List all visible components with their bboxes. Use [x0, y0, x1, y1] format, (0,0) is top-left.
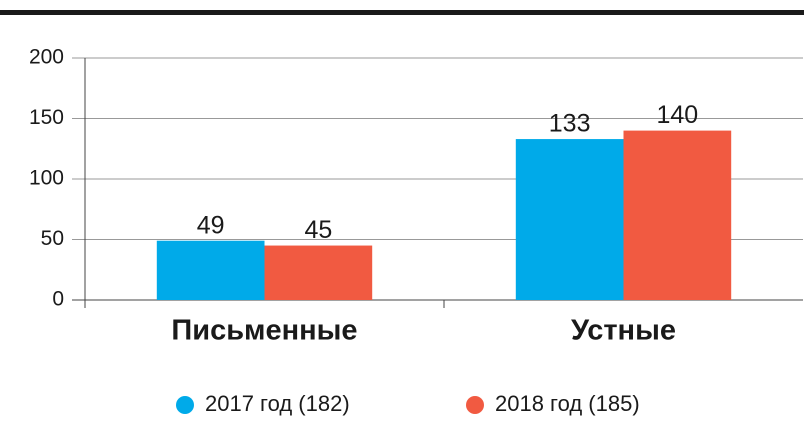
data-label: 45 — [304, 216, 332, 244]
data-label: 49 — [197, 211, 225, 239]
data-label: 140 — [656, 101, 698, 129]
bar — [264, 245, 373, 300]
legend-swatch — [176, 396, 194, 414]
x-tick-label: Устные — [571, 315, 676, 347]
y-tick-label: 50 — [41, 227, 64, 250]
y-tick-label: 0 — [52, 288, 64, 311]
bar — [515, 139, 624, 300]
x-tick-label: Письменные — [171, 315, 357, 347]
y-tick-label: 200 — [29, 46, 64, 69]
data-label: 133 — [549, 110, 591, 138]
bar — [156, 240, 265, 300]
legend-swatch — [466, 396, 484, 414]
top-rule — [0, 10, 804, 15]
y-tick-label: 150 — [29, 106, 64, 129]
y-tick-label: 100 — [29, 167, 64, 190]
legend-label: 2017 год (182) — [205, 391, 350, 416]
bar — [623, 130, 732, 300]
legend-label: 2018 год (185) — [495, 391, 640, 416]
